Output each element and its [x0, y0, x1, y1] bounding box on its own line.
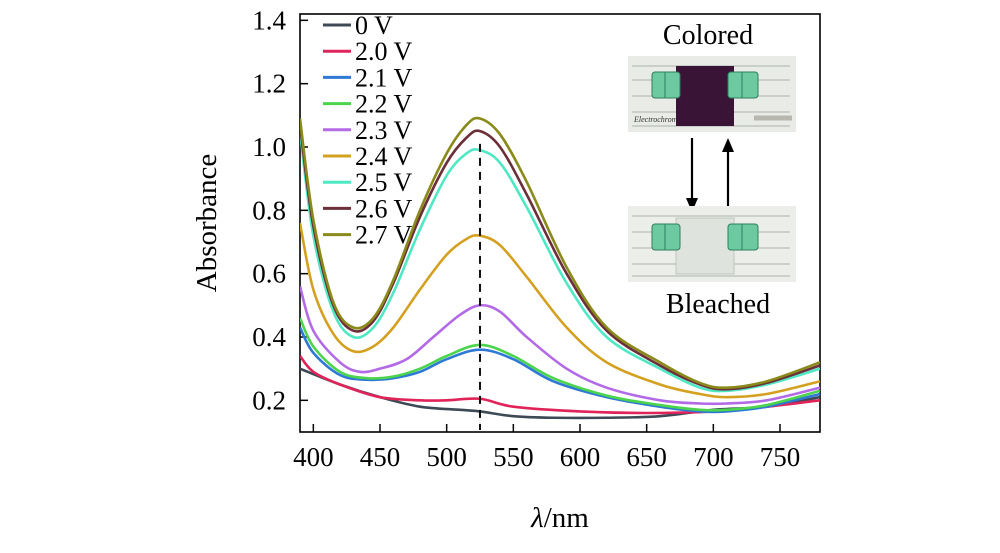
series-line-3	[300, 317, 820, 412]
bleached-device-photo: Electrochromism	[628, 206, 796, 282]
y-tick-label: 0.8	[252, 195, 286, 225]
x-tick-label: 550	[493, 442, 534, 472]
legend-label-3: 2.2 V	[355, 90, 413, 119]
y-axis-label: Absorbance	[191, 154, 223, 293]
x-axis-label-symbol: λ	[530, 502, 544, 534]
legend-label-4: 2.3 V	[355, 116, 413, 145]
colored-photo-text: Electrochromism	[633, 115, 689, 124]
x-tick-label: 700	[693, 442, 734, 472]
legend-label-0: 0 V	[355, 11, 393, 40]
y-tick-label: 1.4	[252, 5, 286, 35]
x-tick-label: 650	[626, 442, 667, 472]
switch-arrows	[686, 138, 734, 212]
inset-bleached-label: Bleached	[666, 289, 770, 320]
x-tick-label: 400	[293, 442, 334, 472]
series-lines	[300, 116, 820, 420]
y-tick-label: 0.4	[252, 322, 286, 352]
legend: 0 V2.0 V2.1 V2.2 V2.3 V2.4 V2.5 V2.6 V2.…	[323, 11, 413, 250]
inset-colored-label: Colored	[663, 20, 753, 51]
legend-label-7: 2.6 V	[355, 194, 413, 223]
x-axis-label: λ/nm	[530, 502, 589, 534]
y-tick-label: 0.2	[252, 385, 286, 415]
y-axis-ticks: 0.2 0.4 0.6 0.8 1.0 1.2 1.4	[252, 5, 308, 415]
x-axis-ticks: 400 450 500 550 600 650 700 750	[293, 424, 800, 472]
colored-device-photo: Electrochromism	[628, 56, 796, 132]
legend-label-5: 2.4 V	[355, 142, 413, 171]
x-tick-label: 450	[360, 442, 401, 472]
x-tick-label: 750	[760, 442, 801, 472]
x-tick-label: 500	[426, 442, 467, 472]
inset-photos: Colored Electrochromism	[628, 20, 796, 320]
legend-label-6: 2.5 V	[355, 168, 413, 197]
y-tick-label: 1.2	[252, 69, 286, 99]
y-tick-label: 1.0	[252, 132, 286, 162]
legend-label-1: 2.0 V	[355, 37, 413, 66]
x-axis-label-unit: /nm	[544, 502, 590, 534]
series-line-2	[300, 326, 820, 414]
y-tick-label: 0.6	[252, 259, 286, 289]
x-tick-label: 600	[560, 442, 601, 472]
legend-label-2: 2.1 V	[355, 63, 413, 92]
series-line-8	[300, 116, 820, 390]
series-line-7	[300, 124, 820, 391]
series-line-4	[300, 285, 820, 406]
legend-label-8: 2.7 V	[355, 221, 413, 250]
